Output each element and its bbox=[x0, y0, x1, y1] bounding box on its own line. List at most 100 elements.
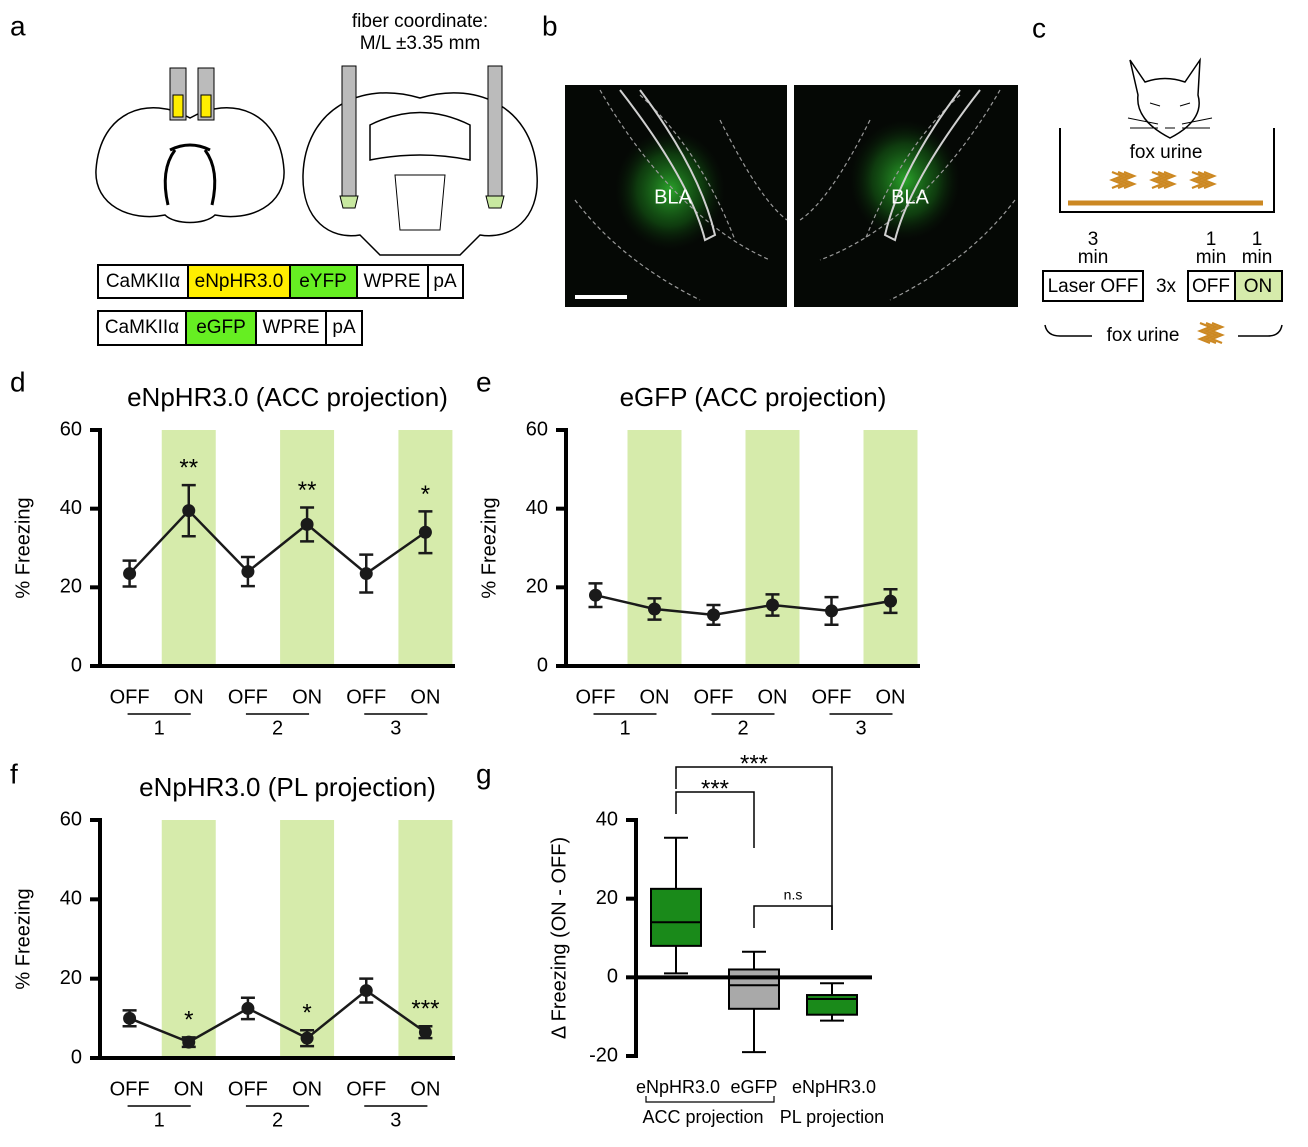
construct-label: WPRE bbox=[364, 271, 421, 292]
data-line bbox=[128, 508, 427, 576]
duration: min bbox=[1242, 247, 1273, 268]
x-tick-label: ON bbox=[410, 1078, 440, 1100]
significance-label: * bbox=[421, 481, 430, 508]
phase-label: ON bbox=[1244, 276, 1273, 297]
highlight-band bbox=[627, 430, 682, 666]
virus bbox=[200, 94, 212, 118]
data-point bbox=[182, 1035, 196, 1049]
significance-bracket bbox=[753, 905, 833, 930]
y-axis-label: % Freezing bbox=[12, 497, 34, 598]
highlight-band bbox=[280, 430, 335, 666]
highlight-band bbox=[745, 430, 800, 666]
group-label: 1 bbox=[619, 717, 630, 739]
group-label: 1 bbox=[154, 1109, 165, 1131]
y-tick-label: 60 bbox=[60, 418, 82, 440]
odor-icon bbox=[1109, 170, 1137, 190]
data-point bbox=[418, 1025, 432, 1039]
chamber bbox=[1059, 128, 1275, 213]
group-label: 2 bbox=[272, 717, 283, 739]
data-point bbox=[182, 504, 196, 518]
x-tick-label: ON bbox=[876, 686, 906, 708]
chart-title: eGFP (ACC projection) bbox=[620, 382, 887, 412]
x-tick-label: OFF bbox=[228, 686, 268, 708]
construct-label: pA bbox=[332, 317, 356, 338]
y-tick-label: 0 bbox=[71, 654, 82, 676]
data-point bbox=[300, 1031, 314, 1045]
y-tick-label: 20 bbox=[60, 576, 82, 598]
construct-label: eGFP bbox=[196, 317, 246, 338]
region-label: BLA bbox=[654, 186, 692, 208]
y-tick-label: 60 bbox=[60, 808, 82, 830]
x-tick-label: ON bbox=[292, 686, 322, 708]
tract-outline bbox=[883, 89, 981, 242]
panel-label: g bbox=[476, 758, 492, 789]
x-tick-label: OFF bbox=[346, 1078, 386, 1100]
x-tick-label: eNpHR3.0 bbox=[636, 1077, 720, 1097]
x-tick-label: OFF bbox=[110, 1078, 150, 1100]
data-point bbox=[359, 984, 373, 998]
panel-a: fiber coordinate: M/L ±3.35 mm CaMKIIα e… bbox=[95, 11, 538, 346]
phase-box bbox=[1187, 270, 1236, 302]
x-tick-label: ON bbox=[758, 686, 788, 708]
panel-label: a bbox=[10, 10, 26, 41]
x-tick-label: ON bbox=[640, 686, 670, 708]
chart-title: eNpHR3.0 (PL projection) bbox=[139, 772, 436, 802]
data-line bbox=[129, 989, 427, 1044]
data-point bbox=[589, 588, 602, 602]
construct-label: CaMKIIα bbox=[106, 271, 180, 292]
panel-label: b bbox=[542, 10, 558, 41]
y-tick-label: 0 bbox=[607, 966, 618, 988]
y-tick-label: -20 bbox=[589, 1044, 618, 1066]
odor-icon bbox=[1197, 321, 1225, 345]
construct-label: CaMKIIα bbox=[105, 317, 179, 338]
group-label: 2 bbox=[272, 1109, 283, 1131]
phase-box bbox=[1234, 270, 1283, 302]
panel-label: e bbox=[476, 366, 492, 397]
bracket-label: fox urine bbox=[1107, 325, 1180, 346]
x-tick-label: OFF bbox=[346, 686, 386, 708]
data-point bbox=[300, 517, 314, 531]
phase-label: OFF bbox=[1192, 276, 1230, 297]
group-label: 2 bbox=[737, 717, 748, 739]
brain-section bbox=[302, 92, 538, 256]
box bbox=[650, 887, 702, 947]
data-point bbox=[884, 594, 897, 608]
thalamus bbox=[394, 174, 446, 231]
bracket bbox=[1044, 324, 1283, 337]
data-point bbox=[766, 598, 779, 612]
hippocampus bbox=[369, 111, 471, 161]
x-tick-label: OFF bbox=[576, 686, 616, 708]
y-tick-label: 0 bbox=[537, 654, 548, 676]
group-label: 3 bbox=[390, 717, 401, 739]
optic-fiber bbox=[487, 65, 503, 197]
highlight-band bbox=[161, 430, 216, 666]
data-point bbox=[241, 565, 255, 579]
panel-c: fox urine 3 min 1 min 1 min Laser OFF 3x… bbox=[1042, 57, 1283, 346]
duration: 1 bbox=[1206, 229, 1217, 250]
y-axis-label: Δ Freezing (ON - OFF) bbox=[548, 837, 570, 1039]
x-tick-label: ON bbox=[174, 1078, 204, 1100]
optic-fiber bbox=[341, 65, 357, 197]
construct-label: WPRE bbox=[263, 317, 320, 338]
group-label: 1 bbox=[154, 717, 165, 739]
phase-label: Laser OFF bbox=[1048, 276, 1139, 297]
fox-drawing bbox=[1129, 57, 1201, 139]
significance-label: * bbox=[184, 1007, 193, 1034]
significance-bracket bbox=[675, 791, 755, 848]
panel-label: d bbox=[10, 366, 26, 397]
y-tick-label: 0 bbox=[71, 1046, 82, 1068]
data-point bbox=[707, 608, 720, 622]
construct-segment bbox=[289, 264, 358, 299]
y-tick-label: 60 bbox=[526, 418, 548, 440]
ventricle bbox=[163, 143, 217, 206]
significance-label: *** bbox=[701, 775, 729, 802]
highlight-band bbox=[863, 430, 918, 666]
construct-segment bbox=[185, 310, 257, 346]
group-label: 3 bbox=[390, 1109, 401, 1131]
data-point bbox=[123, 1011, 137, 1025]
odor-icon bbox=[1149, 170, 1177, 190]
fiber-tip bbox=[485, 195, 505, 209]
y-tick-label: 40 bbox=[60, 497, 82, 519]
panel-label: c bbox=[1032, 12, 1046, 43]
